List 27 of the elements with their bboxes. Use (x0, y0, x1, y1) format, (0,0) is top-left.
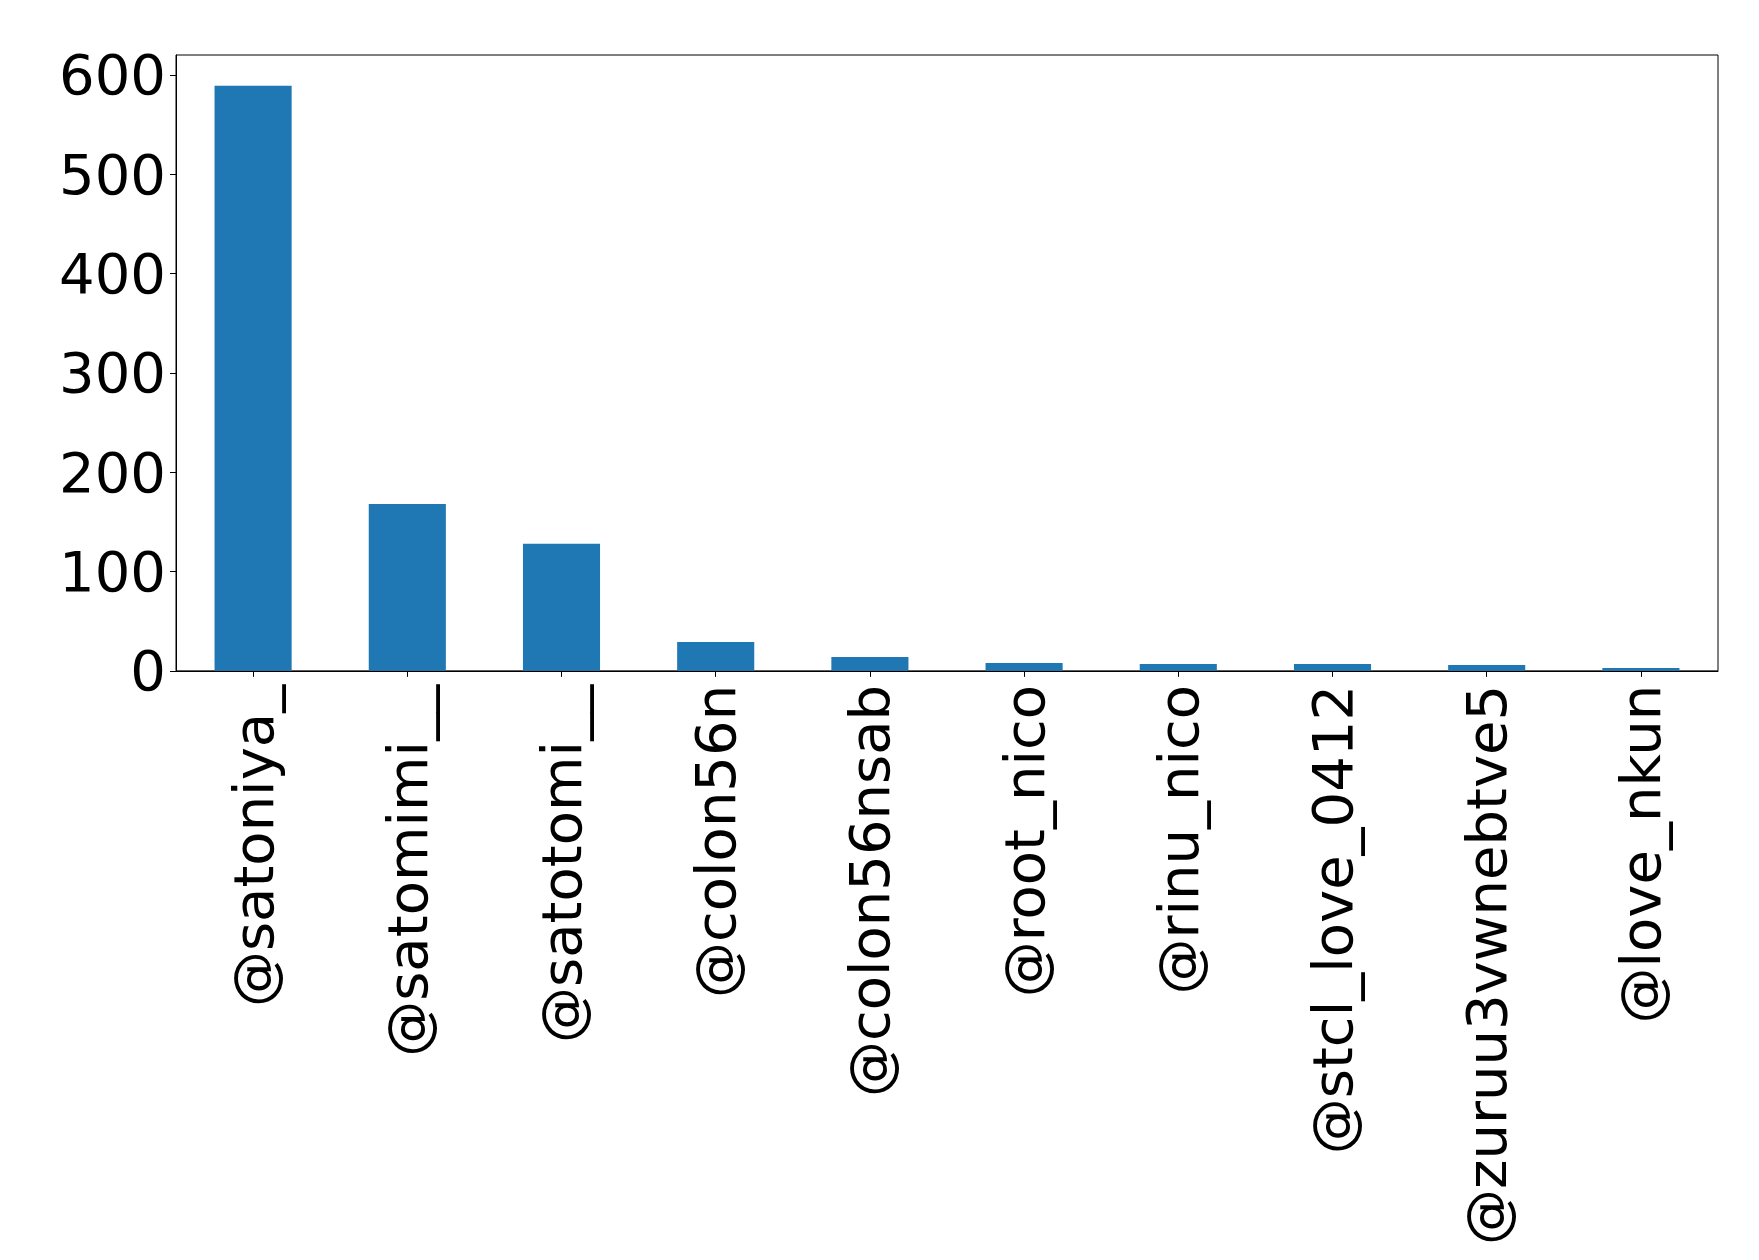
x-tick-label: @satomimi__ (374, 683, 440, 1057)
bar (1448, 664, 1526, 671)
x-tick-label: @satoniya_ (220, 683, 286, 1008)
y-tick-label: 200 (59, 439, 166, 505)
bar (214, 85, 292, 671)
bar (1602, 667, 1680, 671)
x-tick-label: @rinu_nico (1145, 684, 1211, 995)
bar (677, 642, 755, 671)
bar (522, 543, 601, 671)
y-tick-label: 500 (59, 141, 166, 207)
bar (1139, 663, 1217, 671)
x-tick-label: @colon56n (683, 684, 749, 998)
y-tick-label: 100 (59, 539, 166, 605)
bar (1293, 663, 1372, 671)
x-tick-label: @love_nkun (1608, 684, 1674, 1024)
y-tick-label: 600 (59, 42, 166, 108)
bar (368, 503, 446, 671)
x-tick-label: @zuruu3vwnebtve5 (1454, 684, 1520, 1245)
y-tick-label: 0 (130, 638, 166, 704)
x-tick-label: @root_nico (991, 684, 1057, 998)
y-tick-label: 300 (59, 340, 166, 406)
y-tick-label: 400 (59, 241, 166, 307)
x-tick-label: @stcl_love_0412 (1300, 684, 1365, 1155)
bar (985, 662, 1063, 671)
x-tick-label: @satotomi__ (529, 683, 594, 1043)
x-tick-label: @colon56nsab (837, 684, 903, 1098)
bar (831, 656, 909, 671)
